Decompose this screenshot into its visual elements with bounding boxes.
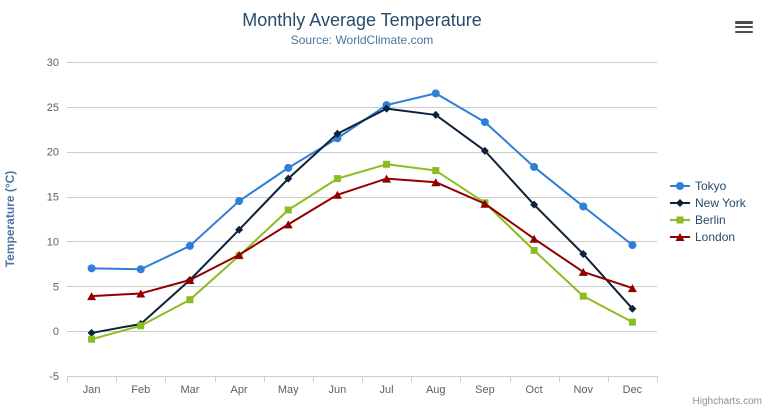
legend-marker-circle-icon [670,181,690,190]
svg-text:0: 0 [53,326,59,338]
legend-label: Berlin [695,212,726,227]
svg-text:Aug: Aug [426,384,446,396]
svg-text:Feb: Feb [131,384,150,396]
svg-text:Jan: Jan [83,384,101,396]
highcharts-credits-link[interactable]: Highcharts.com [692,396,762,407]
legend-marker-diamond-icon [670,198,690,207]
svg-text:Sep: Sep [475,384,495,396]
hamburger-menu-icon[interactable] [735,21,753,33]
svg-text:5: 5 [53,281,59,293]
legend-marker-triangle-icon [670,232,690,241]
svg-text:30: 30 [47,57,59,69]
legend-marker-square-icon [670,216,690,223]
svg-text:Nov: Nov [573,384,593,396]
svg-text:Jul: Jul [380,384,394,396]
y-gridlines [67,62,657,377]
legend-item-berlin[interactable]: Berlin [670,211,746,228]
chart-subtitle: Source: WorldClimate.com [290,33,434,47]
svg-text:Oct: Oct [526,384,543,396]
svg-text:10: 10 [47,236,59,248]
series-london[interactable] [87,174,637,301]
legend-item-new-york[interactable]: New York [670,194,746,211]
legend-item-tokyo[interactable]: Tokyo [670,177,746,194]
svg-text:-5: -5 [49,371,59,383]
legend-label: New York [695,195,746,210]
legend-item-london[interactable]: London [670,228,746,245]
svg-text:15: 15 [47,192,59,204]
legend-label: Tokyo [695,178,727,193]
chart-title: Monthly Average Temperature [242,10,482,30]
svg-text:25: 25 [47,102,59,114]
y-axis-title: Temperature (°C) [3,171,17,268]
svg-text:Apr: Apr [231,384,248,396]
legend-label: London [695,229,736,244]
series-new-york[interactable] [87,104,637,337]
legend: Tokyo New York Berlin London [670,177,746,245]
series-tokyo[interactable] [87,89,637,274]
svg-text:Jun: Jun [329,384,347,396]
y-axis-labels: -5 0 5 10 15 20 25 30 [47,57,59,383]
svg-text:May: May [278,384,299,396]
svg-text:Mar: Mar [180,384,199,396]
svg-text:20: 20 [47,147,59,159]
svg-text:Dec: Dec [623,384,643,396]
x-axis: Jan Feb Mar Apr May Jun Jul Aug Sep Oct Nov Dec [67,376,658,396]
